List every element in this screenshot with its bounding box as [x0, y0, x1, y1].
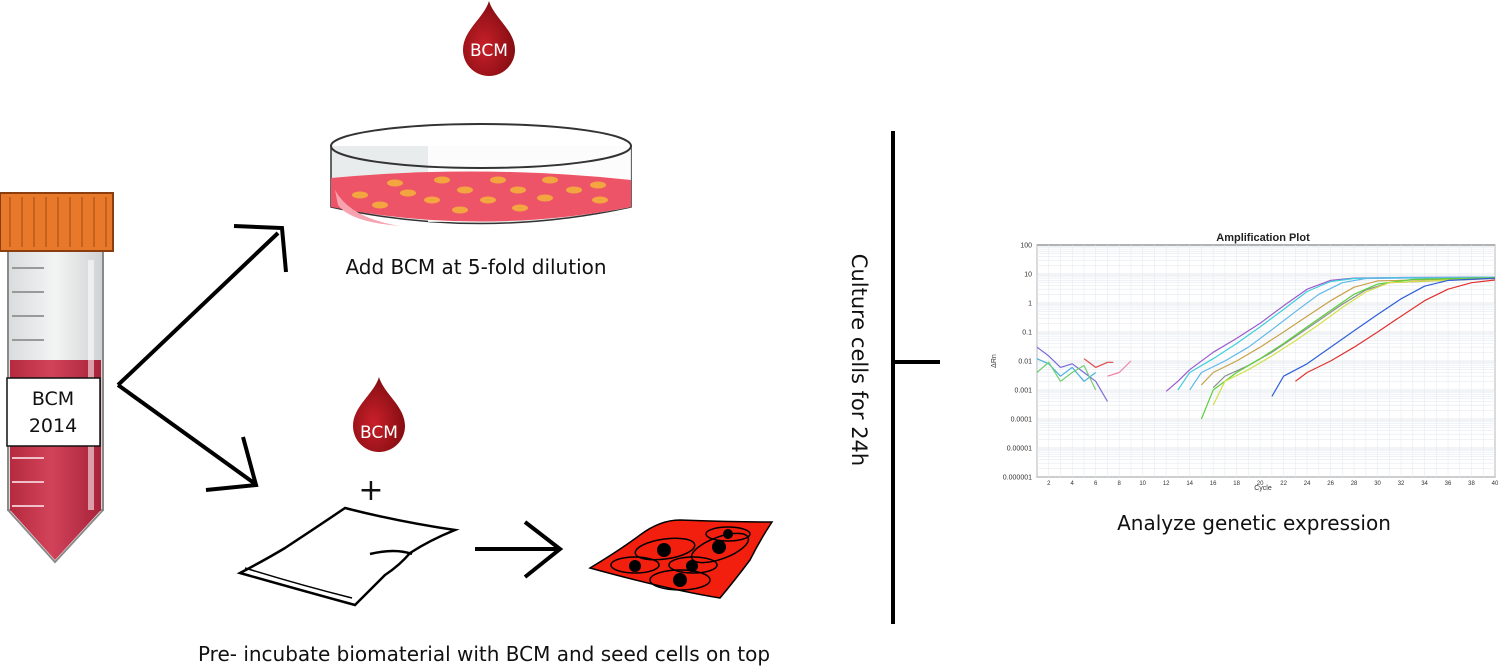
cell-nuclei	[629, 529, 733, 587]
chart-title: Amplification Plot	[1216, 232, 1310, 244]
amplification-curve	[1036, 346, 1109, 402]
arrow-to-seeded-sheet	[475, 520, 564, 579]
amplification-curve	[1189, 276, 1496, 391]
x-tick-label: 6	[1094, 481, 1098, 487]
x-tick-label: 10	[1139, 481, 1146, 487]
x-tick-label: 24	[1304, 481, 1311, 487]
series-layer	[1036, 276, 1496, 420]
caption-biomaterial: Pre- incubate biomaterial with BCM and s…	[198, 642, 770, 666]
plus-sign: +	[358, 473, 383, 508]
amplification-curve	[1036, 358, 1097, 382]
caption-dish: Add BCM at 5-fold dilution	[345, 255, 606, 279]
y-tick-label: 100	[1020, 243, 1032, 250]
petri-dish	[330, 123, 632, 226]
x-tick-label: 26	[1327, 481, 1334, 487]
amplification-curve	[1271, 277, 1496, 397]
x-tick-label: 32	[1398, 481, 1405, 487]
arrow-to-dish-head	[233, 224, 288, 273]
amplification-curve	[1212, 277, 1496, 389]
x-tick-label: 14	[1186, 481, 1193, 487]
x-tick-label: 12	[1163, 481, 1170, 487]
y-axis-label: ΔRn	[991, 354, 998, 368]
caption-culture: Culture cells for 24h	[847, 254, 871, 466]
x-tick-label: 2	[1047, 481, 1051, 487]
y-tick-label: 0.1	[1022, 330, 1032, 337]
drop-top-label: BCM	[470, 41, 508, 61]
caption-analysis: Analyze genetic expression	[1117, 511, 1391, 535]
tube-label	[6, 377, 101, 447]
blood-drop-top: BCM	[463, 1, 515, 76]
x-tick-label: 36	[1445, 481, 1452, 487]
y-tick-label: 0.000001	[1003, 475, 1032, 482]
tube-cap	[0, 192, 114, 252]
x-tick-label: 18	[1233, 481, 1240, 487]
y-tick-label: 0.00001	[1007, 446, 1032, 453]
biomaterial-sheet	[236, 506, 460, 607]
x-tick-label: 28	[1351, 481, 1358, 487]
dish-cell-spots	[352, 176, 608, 214]
x-tick-label: 40	[1492, 481, 1499, 487]
y-tick-label: 1	[1028, 301, 1032, 308]
x-tick-label: 16	[1210, 481, 1217, 487]
amplification-curve	[1036, 361, 1097, 391]
y-tick-label: 10	[1024, 272, 1032, 279]
seeded-cell-sheet	[588, 519, 774, 599]
x-tick-label: 38	[1468, 481, 1475, 487]
x-tick-label: 8	[1118, 481, 1122, 487]
amplification-curve	[1200, 277, 1496, 386]
arrow-to-biomaterial-head	[205, 436, 259, 492]
arrow-to-dish	[116, 231, 280, 387]
x-tick-label: 4	[1071, 481, 1075, 487]
falcon-tube: BCM 2014	[0, 192, 114, 564]
culture-bracket	[891, 131, 940, 624]
amplification-plot: Amplification Plot 100 10 1 0.1 0.01 0.001 0.0…	[991, 232, 1499, 492]
arrow-to-biomaterial	[116, 383, 256, 485]
tube-label-line1: BCM	[32, 388, 74, 410]
x-tick-label: 20	[1257, 481, 1264, 487]
amplification-curve	[1107, 360, 1132, 377]
cell-outlines	[610, 526, 751, 591]
amplification-curve	[1295, 279, 1496, 382]
y-tick-label: 0.001	[1014, 388, 1032, 395]
y-tick-label: 0.0001	[1011, 417, 1033, 424]
amplification-curve	[1212, 277, 1496, 406]
y-tick-labels: 100 10 1 0.1 0.01 0.001 0.0001 0.00001 0.000001	[1003, 243, 1032, 482]
blood-drop-bottom: BCM	[353, 377, 405, 452]
tube-graduation-marks	[12, 267, 44, 507]
branch-arrows	[116, 224, 288, 492]
tube-label-line2: 2014	[29, 415, 77, 437]
amplification-curve	[1083, 358, 1114, 368]
x-tick-label: 22	[1280, 481, 1287, 487]
drop-bottom-label: BCM	[360, 423, 398, 443]
y-tick-label: 0.01	[1018, 359, 1032, 366]
x-axis-label: Cycle	[1254, 485, 1272, 492]
x-tick-label: 30	[1374, 481, 1381, 487]
x-tick-labels: 2 4 6 8 10 12 14 16 18 20 22 24 26 28 30 32 34 36 38 40	[1047, 481, 1499, 487]
x-tick-label: 34	[1421, 481, 1428, 487]
